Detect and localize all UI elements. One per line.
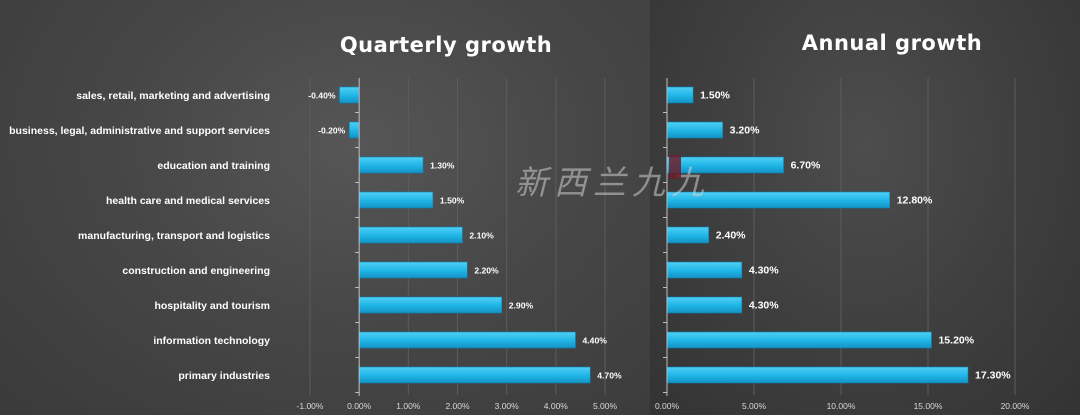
data-label: 1.50% — [700, 90, 730, 102]
data-label: 2.90% — [509, 301, 534, 311]
x-tick-label: 1.00% — [396, 401, 421, 411]
bar — [666, 226, 710, 244]
bar — [666, 86, 694, 104]
bar — [666, 121, 723, 139]
category-label: construction and engineering — [122, 265, 270, 277]
data-label: 3.20% — [730, 125, 760, 137]
data-label: 2.40% — [716, 230, 746, 242]
bar — [358, 296, 503, 314]
data-label: 2.10% — [469, 231, 494, 241]
bar — [358, 331, 576, 349]
category-label: sales, retail, marketing and advertising — [76, 90, 270, 102]
data-label: 12.80% — [897, 195, 933, 207]
bar — [358, 366, 591, 384]
data-label: -0.40% — [308, 91, 336, 101]
x-tick-label: 2.00% — [445, 401, 470, 411]
category-label: business, legal, administrative and supp… — [9, 125, 270, 137]
x-tick-label: 10.00% — [827, 401, 856, 411]
x-tick-label: 0.00% — [347, 401, 372, 411]
data-label: 17.30% — [975, 370, 1011, 382]
category-label: education and training — [157, 160, 270, 172]
bar — [666, 261, 743, 279]
data-label: 4.30% — [749, 300, 779, 312]
x-tick-label: -1.00% — [297, 401, 324, 411]
watermark-logo: 新西兰九九 — [515, 155, 704, 202]
x-tick-label: 3.00% — [495, 401, 520, 411]
quarterly-chart: Quarterly growth -1.00% 0.00% 1.00% 2.00% 3.0… — [9, 33, 622, 411]
data-label: 4.40% — [583, 336, 608, 346]
category-label: health care and medical services — [106, 195, 270, 207]
chart-title: Annual growth — [802, 31, 983, 55]
category-label: hospitality and tourism — [154, 300, 270, 312]
data-label: 1.50% — [440, 196, 465, 206]
bar — [666, 331, 932, 349]
data-label: 2.20% — [474, 266, 499, 276]
annual-chart: Annual growth 0.00% 5.00% 10.00% 15.00% 20.00… — [655, 31, 1030, 411]
data-label: 1.30% — [430, 161, 455, 171]
x-tick-label: 20.00% — [1001, 401, 1030, 411]
bar — [339, 86, 360, 104]
x-tick-label: 5.00% — [593, 401, 618, 411]
x-tick-label: 5.00% — [742, 401, 767, 411]
data-label: 4.70% — [597, 371, 622, 381]
data-label: 15.20% — [938, 335, 974, 347]
category-label: information technology — [153, 335, 270, 347]
bar — [666, 296, 743, 314]
x-tick-label: 15.00% — [914, 401, 943, 411]
category-label: manufacturing, transport and logistics — [78, 230, 270, 242]
bar — [349, 121, 360, 139]
bar — [358, 226, 463, 244]
data-label: 4.30% — [749, 265, 779, 277]
category-label: primary industries — [178, 370, 270, 382]
x-tick-label: 0.00% — [655, 401, 680, 411]
bar — [358, 261, 468, 279]
bar — [666, 366, 969, 384]
bar — [358, 156, 424, 174]
watermark-seal — [669, 155, 681, 179]
bar — [358, 191, 434, 209]
data-label: 6.70% — [791, 160, 821, 172]
chart-title: Quarterly growth — [340, 33, 552, 57]
data-label: -0.20% — [318, 126, 346, 136]
x-tick-label: 4.00% — [544, 401, 569, 411]
